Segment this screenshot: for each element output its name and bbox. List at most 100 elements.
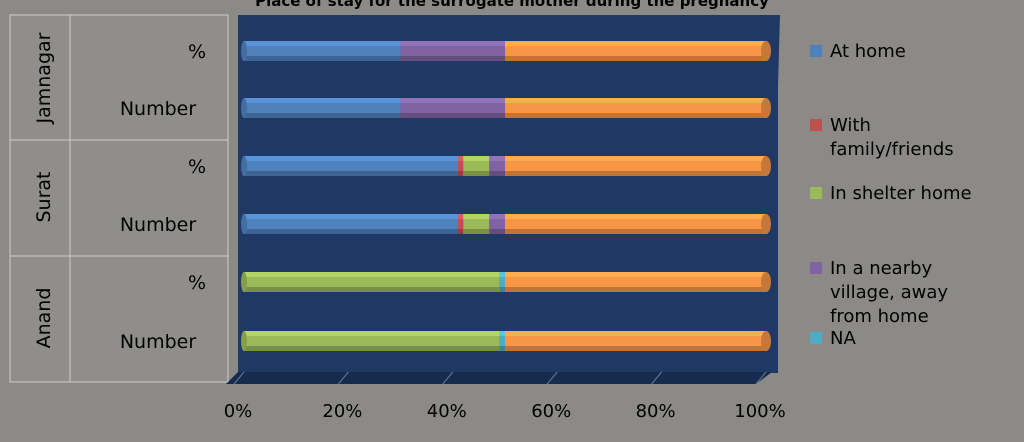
legend-swatch <box>810 332 822 344</box>
bar-shadow <box>505 56 766 61</box>
floor-tick <box>755 371 767 385</box>
bar-highlight <box>400 41 505 46</box>
category-label: % <box>188 41 206 63</box>
bar-start-cap <box>241 272 247 292</box>
bar-shadow <box>463 229 490 234</box>
bar-highlight <box>489 156 505 161</box>
bar-shadow <box>463 171 490 176</box>
legend-swatch <box>810 119 822 131</box>
bar-highlight <box>499 272 505 277</box>
bar-shadow <box>489 229 505 234</box>
category-label: Number <box>120 331 197 353</box>
category-label: % <box>188 156 206 178</box>
group-label-jamnagar: Jamnagar <box>33 32 55 124</box>
bar-highlight <box>458 156 464 161</box>
x-tick-label: 20% <box>322 401 362 422</box>
category-axis-panel <box>9 14 229 383</box>
bar-end-cap <box>761 156 771 176</box>
bar-shadow <box>244 113 401 118</box>
floor-tick <box>338 371 349 385</box>
bar-shadow <box>499 287 505 292</box>
category-label: Number <box>120 98 197 120</box>
bar-end-cap <box>761 214 771 234</box>
x-tick-label: 80% <box>636 401 676 422</box>
bar-start-cap <box>241 214 247 234</box>
plot-floor <box>226 372 772 384</box>
floor-tick <box>442 371 454 385</box>
legend-swatch <box>810 45 822 57</box>
bar-highlight <box>244 272 500 277</box>
category-label: % <box>188 272 206 294</box>
x-tick-label: 40% <box>427 401 467 422</box>
bar-end-cap <box>761 272 771 292</box>
x-tick-label: 100% <box>734 401 785 422</box>
bar-shadow <box>499 346 505 351</box>
bar-highlight <box>244 331 500 336</box>
floor-tick <box>546 371 558 385</box>
bar-segment <box>458 214 464 234</box>
bar-highlight <box>244 98 401 103</box>
x-tick-label: 60% <box>531 401 571 422</box>
bar-shadow <box>505 346 766 351</box>
legend-label: family/friends <box>830 139 954 160</box>
bar-highlight <box>505 156 766 161</box>
category-label: Number <box>120 214 197 236</box>
bar-end-cap <box>761 41 771 61</box>
bar-start-cap <box>241 41 247 61</box>
bar-highlight <box>463 214 490 219</box>
bar-shadow <box>244 171 459 176</box>
bar-shadow <box>489 171 505 176</box>
bar-shadow <box>505 229 766 234</box>
plot-area <box>238 15 778 373</box>
chart-title: Place of stay for the surrogate mother d… <box>255 0 769 10</box>
legend-label: NA <box>830 328 856 349</box>
bar-shadow <box>400 113 505 118</box>
group-label-anand: Anand <box>33 288 55 349</box>
bar-highlight <box>505 272 766 277</box>
bar-highlight <box>505 214 766 219</box>
legend-label: village, away <box>830 282 948 303</box>
bar-highlight <box>505 98 766 103</box>
bar-shadow <box>244 287 500 292</box>
x-tick-label: 0% <box>224 401 253 422</box>
legend-swatch <box>810 262 822 274</box>
bar-highlight <box>463 156 490 161</box>
bar-segment <box>499 272 505 292</box>
legend-label: With <box>830 115 871 136</box>
floor-tick <box>233 371 245 385</box>
bar-start-cap <box>241 331 247 351</box>
bar-highlight <box>244 156 459 161</box>
bar-highlight <box>499 331 505 336</box>
bar-shadow <box>505 113 766 118</box>
legend-swatch <box>810 187 822 199</box>
legend-label: from home <box>830 306 929 327</box>
bar-shadow <box>244 56 401 61</box>
bar-shadow <box>400 56 505 61</box>
group-label-surat: Surat <box>33 171 55 222</box>
bar-shadow <box>458 171 464 176</box>
floor-tick <box>651 371 662 385</box>
legend-label: In a nearby <box>830 258 933 279</box>
bar-highlight <box>244 214 459 219</box>
legend-label: At home <box>830 41 906 62</box>
bar-highlight <box>400 98 505 103</box>
bar-segment <box>458 156 464 176</box>
bar-shadow <box>505 287 766 292</box>
bar-shadow <box>458 229 464 234</box>
bar-shadow <box>244 229 459 234</box>
bar-highlight <box>489 214 505 219</box>
bar-start-cap <box>241 156 247 176</box>
bar-start-cap <box>241 98 247 118</box>
bar-segment <box>499 331 505 351</box>
bar-end-cap <box>761 98 771 118</box>
bar-highlight <box>244 41 401 46</box>
bar-highlight <box>505 41 766 46</box>
bar-highlight <box>505 331 766 336</box>
bar-shadow <box>505 171 766 176</box>
bar-end-cap <box>761 331 771 351</box>
bar-highlight <box>458 214 464 219</box>
bar-shadow <box>244 346 500 351</box>
legend-label: In shelter home <box>830 183 972 204</box>
